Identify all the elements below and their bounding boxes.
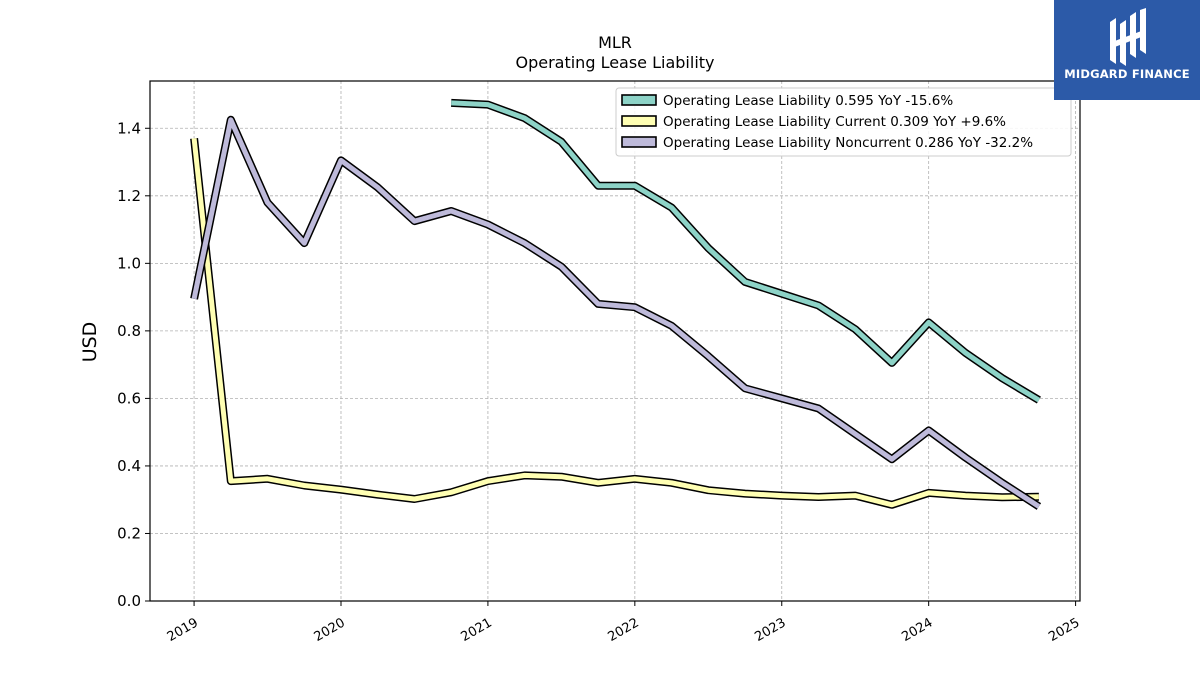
y-axis-label: USD (79, 322, 101, 363)
logo-mark-icon (1110, 8, 1146, 66)
x-tick-label: 2025 (1046, 615, 1082, 645)
x-tick-label: 2019 (165, 615, 201, 645)
x-axis-ticks: 2019 2020 2021 2022 2023 2024 2025 (165, 601, 1082, 645)
grid-lines (150, 81, 1080, 602)
legend-swatch (621, 136, 657, 148)
series-line-outline (190, 137, 1039, 509)
chart-title: MLR (598, 33, 632, 52)
legend-label: Operating Lease Liability Noncurrent 0.2… (663, 135, 1033, 151)
series-line-fill (191, 138, 1039, 508)
brand-logo: MIDGARD FINANCE (1054, 0, 1200, 100)
series-line-fill (451, 100, 1041, 403)
x-tick-label: 2024 (899, 615, 935, 645)
x-tick-label: 2023 (752, 615, 788, 645)
x-tick-label: 2021 (459, 615, 495, 645)
series-line-outline (190, 115, 1042, 510)
y-tick-label: 0.0 (117, 592, 141, 610)
legend: Operating Lease Liability 0.595 YoY -15.… (615, 87, 1072, 157)
y-tick-label: 0.4 (117, 457, 141, 475)
series-line-2 (190, 137, 1039, 509)
series-line-3 (190, 115, 1042, 510)
y-axis-ticks: 0.0 0.2 0.4 0.6 0.8 1.0 1.2 1.4 (117, 119, 150, 610)
series-line-fill (191, 117, 1041, 509)
legend-box (615, 87, 1072, 157)
legend-label: Operating Lease Liability Current 0.309 … (663, 114, 1006, 130)
y-tick-label: 1.4 (117, 119, 141, 137)
legend-swatch (621, 94, 657, 106)
legend-label: Operating Lease Liability 0.595 YoY -15.… (663, 93, 953, 109)
legend-swatch (621, 115, 657, 127)
y-tick-label: 0.2 (117, 524, 141, 542)
plot-frame (149, 80, 1081, 602)
x-tick-label: 2022 (605, 615, 641, 645)
y-tick-label: 0.6 (117, 389, 141, 407)
logo-text: MIDGARD FINANCE (1064, 67, 1190, 81)
y-tick-label: 0.8 (117, 322, 141, 340)
series-layer (190, 98, 1042, 510)
chart-subtitle: Operating Lease Liability (515, 53, 714, 72)
y-tick-label: 1.2 (117, 187, 141, 205)
y-tick-label: 1.0 (117, 254, 141, 272)
x-tick-label: 2020 (312, 615, 348, 645)
series-line-1 (451, 98, 1041, 404)
